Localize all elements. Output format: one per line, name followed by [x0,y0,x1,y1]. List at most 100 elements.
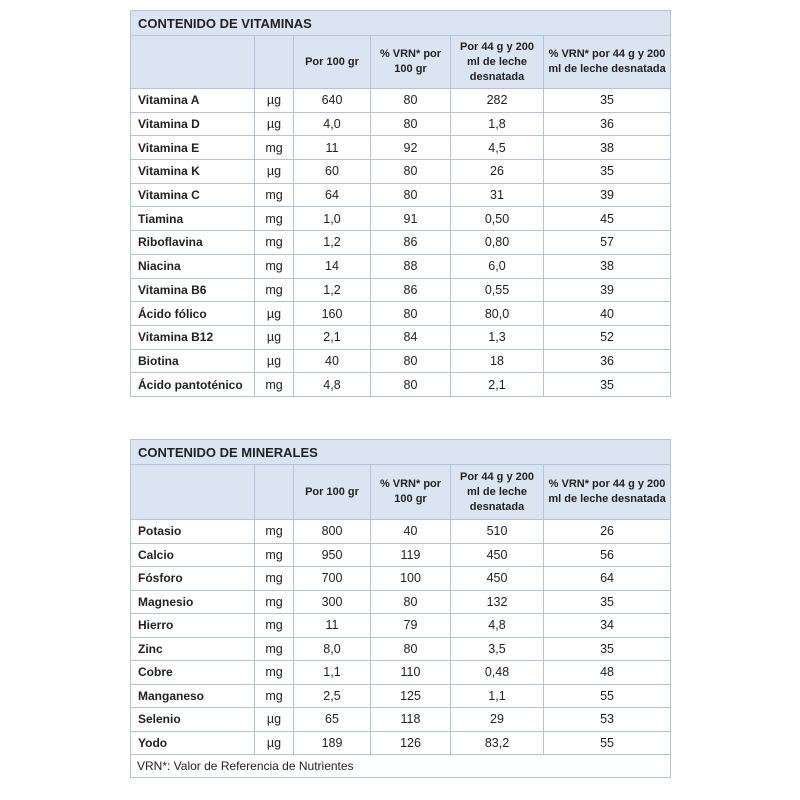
cell: 26 [450,159,544,184]
footnote-row: VRN*: Valor de Referencia de Nutrientes [129,754,672,778]
cell: 35 [542,88,672,113]
cell: 1,3 [450,324,544,350]
header-cell: Por 100 gr [293,464,371,520]
cell: 35 [542,589,672,614]
cell: 800 [293,519,371,544]
cell: 0,50 [450,206,544,232]
header-cell: Por 100 gr [293,35,371,89]
cell: µg [254,324,294,350]
cell: 40 [370,519,451,544]
cell: 39 [542,182,672,208]
cell: 91 [370,206,451,232]
cell: mg [254,660,294,685]
data-row: Manganeso mg 2,5 125 1,1 55 [130,683,672,708]
cell: 18 [450,348,544,374]
nutrient-name: Vitamina D [130,111,255,137]
data-row: Selenio µg 65 118 29 53 [130,707,672,732]
cell: 64 [293,182,371,208]
cell: 35 [542,636,672,661]
data-row: Magnesio mg 300 80 132 35 [130,589,672,614]
data-row: Riboflavina mg 1,2 86 0,80 57 [130,230,672,255]
data-row: Calcio mg 950 119 450 56 [130,542,672,567]
cell: 4,0 [293,111,371,137]
nutrient-name: Potasio [130,519,255,544]
cell: 55 [542,683,672,708]
cell: 53 [542,707,672,732]
footnote: VRN*: Valor de Referencia de Nutrientes [129,754,672,778]
data-row: Ácido pantoténico mg 4,8 80 2,1 35 [130,372,672,397]
data-row: Fósforo mg 700 100 450 64 [130,566,672,591]
cell: 60 [293,159,371,184]
cell: 450 [450,566,544,591]
header-row: Por 100 gr% VRN* por 100 gr Por 44 g y 20… [130,35,672,89]
cell: mg [254,135,294,161]
cell: 31 [450,182,544,208]
cell: 86 [370,230,451,255]
nutrient-name: Fósforo [130,566,255,591]
nutrient-name: Vitamina B6 [130,277,255,303]
cell: 80 [370,301,451,326]
nutrient-name: Ácido pantoténico [130,372,255,397]
nutrient-name: Vitamina B12 [130,324,255,350]
cell: 52 [542,324,672,350]
header-cell: % VRN* por 100 gr [370,35,451,89]
cell: 0,55 [450,277,544,303]
nutrient-name: Riboflavina [130,230,255,255]
cell: 35 [542,372,672,397]
cell: 8,0 [293,636,371,661]
mineral-table: CONTENIDO DE MINERALES Por 100 gr% VRN* p… [129,439,672,778]
data-row: Hierro mg 11 79 4,8 34 [130,613,672,638]
header-cell [254,35,294,89]
cell: 39 [542,277,672,303]
cell: µg [254,88,294,113]
cell: 56 [542,542,672,567]
nutrient-name: Vitamina K [130,159,255,184]
cell: 132 [450,589,544,614]
cell: µg [254,707,294,732]
cell: µg [254,301,294,326]
data-row: Vitamina B6 mg 1,2 86 0,55 39 [130,277,672,303]
cell: 80 [370,636,451,661]
cell: mg [254,206,294,232]
cell: 1,2 [293,277,371,303]
cell: µg [254,730,294,755]
header-cell: % VRN* por 44 g y 200 ml de leche desnat… [542,35,672,89]
cell: 4,8 [450,613,544,638]
cell: 118 [370,707,451,732]
cell: 80 [370,348,451,374]
data-row: Cobre mg 1,1 110 0,48 48 [130,660,672,685]
cell: 100 [370,566,451,591]
nutrient-name: Yodo [130,730,255,755]
cell: 88 [370,253,451,279]
cell: 126 [370,730,451,755]
cell: 11 [293,135,371,161]
cell: 38 [542,253,672,279]
cell: 80 [370,372,451,397]
cell: 26 [542,519,672,544]
vitamin-table: CONTENIDO DE VITAMINAS Por 100 gr% VRN* p… [129,10,672,397]
cell: 1,1 [293,660,371,685]
cell: 55 [542,730,672,755]
cell: 36 [542,348,672,374]
cell: 300 [293,589,371,614]
cell: 80 [370,589,451,614]
cell: 282 [450,88,544,113]
nutrient-name: Vitamina C [130,182,255,208]
data-row: Potasio mg 800 40 510 26 [130,519,672,544]
cell: 700 [293,566,371,591]
cell: mg [254,372,294,397]
cell: mg [254,277,294,303]
nutrient-name: Calcio [130,542,255,567]
header-cell: % VRN* por 44 g y 200 ml de leche desnat… [542,464,672,520]
cell: mg [254,613,294,638]
cell: 2,1 [450,372,544,397]
cell: 640 [293,88,371,113]
nutrient-name: Biotina [130,348,255,374]
cell: 160 [293,301,371,326]
cell: 4,5 [450,135,544,161]
cell: 2,1 [293,324,371,350]
cell: 125 [370,683,451,708]
cell: 86 [370,277,451,303]
cell: 950 [293,542,371,567]
